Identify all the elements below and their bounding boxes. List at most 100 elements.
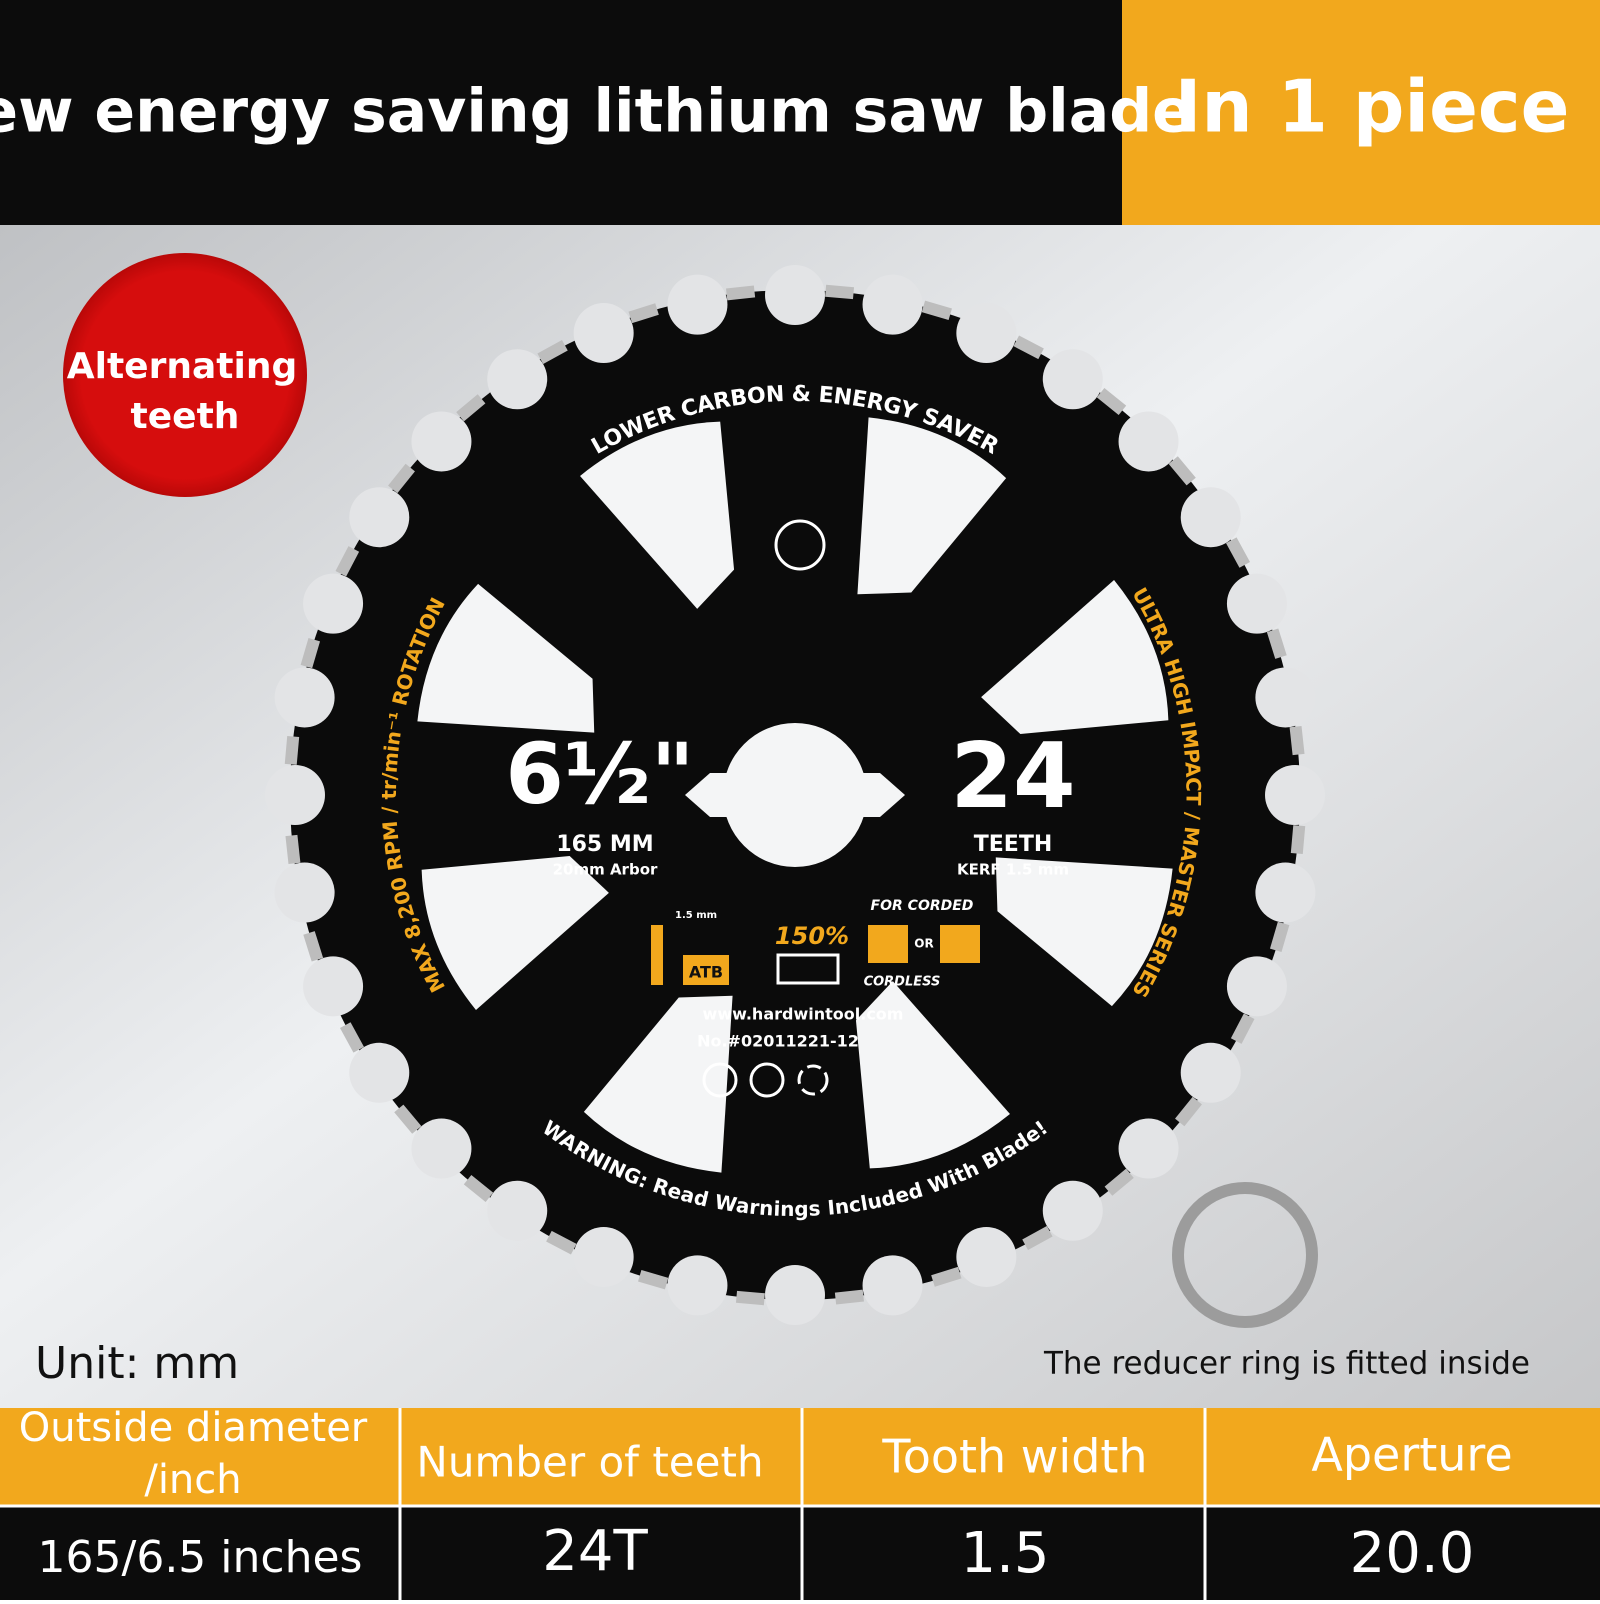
table-header-cell: /inch (144, 1457, 241, 1503)
tooth-tip (284, 735, 300, 765)
gullet (1255, 667, 1316, 728)
blade-teeth-label: TEETH (974, 832, 1052, 857)
tooth-tip (931, 1266, 962, 1287)
gullet (862, 274, 923, 335)
gullet (862, 1255, 923, 1316)
tooth-tip (1096, 388, 1127, 415)
tooth-tip (463, 1175, 494, 1202)
gullet (1180, 487, 1241, 548)
tooth-tip (537, 340, 568, 364)
tooth-tip (1104, 1168, 1134, 1196)
gullet (349, 487, 410, 548)
table-cell: 165/6.5 inches (38, 1532, 363, 1583)
gullet (667, 274, 728, 335)
tooth-tip (303, 931, 324, 962)
table-row (0, 1506, 1600, 1600)
gullet (303, 573, 364, 634)
table-header (0, 1408, 1600, 1506)
gullet (1226, 956, 1287, 1017)
blade-size: 6½" (505, 725, 694, 823)
tooth-tip (921, 300, 952, 321)
gullet (1265, 765, 1325, 825)
gullet (667, 1255, 728, 1316)
model-number: No.#02011221-12 (697, 1032, 859, 1051)
cutout (995, 857, 1173, 1007)
table-cell: 1.5 (960, 1521, 1049, 1586)
gullet (274, 667, 335, 728)
callout-text: teeth (131, 396, 240, 437)
tooth-tip (300, 638, 321, 669)
gullet (265, 765, 325, 825)
gullet (1118, 411, 1179, 472)
tooth-tip (1013, 335, 1044, 360)
tooth-tip (546, 1230, 577, 1255)
tooth-tip (456, 394, 486, 422)
table-header-cell: Tooth width (881, 1430, 1147, 1484)
icon-label: 1.5 mm (675, 910, 717, 921)
gullet (411, 411, 472, 472)
callout-text: Alternating (67, 346, 297, 387)
tooth-tip (1269, 921, 1290, 952)
icon (868, 925, 908, 963)
website: www.hardwintool.com (703, 1005, 904, 1024)
unit-label: Unit: mm (35, 1338, 239, 1389)
tooth-tip (1175, 1096, 1202, 1127)
tooth-tip (1290, 825, 1306, 855)
gullet (573, 1226, 634, 1287)
cutout (855, 981, 1010, 1169)
icon (651, 925, 663, 985)
header-title: New energy saving lithium saw blade (0, 77, 1193, 147)
cutout (981, 580, 1169, 735)
tooth-tip (388, 463, 415, 494)
cutout (857, 417, 1007, 595)
tooth-tip (735, 1290, 765, 1306)
gullet (1226, 573, 1287, 634)
header-badge-text: In 1 piece (1175, 65, 1570, 149)
blade-arbor: 20mm Arbor (553, 861, 658, 879)
icon (940, 925, 980, 963)
icon-label: CORDLESS (864, 975, 941, 990)
tooth-tip (1226, 537, 1250, 568)
icon (776, 953, 840, 985)
gullet (349, 1042, 410, 1103)
blade-size-mm: 165 MM (556, 832, 653, 857)
spec-table: Outside diameter /inch Number of teeth T… (0, 1405, 1600, 1600)
gullet (274, 862, 335, 923)
header-badge (1122, 0, 1600, 225)
icon-label: 150% (775, 922, 849, 950)
icon (797, 1064, 829, 1096)
cutout (417, 583, 595, 733)
note: The reducer ring is fitted inside (1043, 1346, 1530, 1382)
tooth-tip (628, 303, 659, 324)
table-cell: 20.0 (1350, 1521, 1475, 1586)
table-cell: 24T (542, 1519, 648, 1584)
gullet (1042, 349, 1103, 410)
cutout (421, 855, 609, 1010)
tooth-tip (1230, 1013, 1255, 1044)
gullet (956, 1226, 1017, 1287)
blade-kerf: KERF 1.5 mm (957, 861, 1069, 879)
tooth-tip (1168, 456, 1196, 486)
gullet (1118, 1118, 1179, 1179)
gullet (487, 1180, 548, 1241)
logo (774, 519, 826, 571)
table-header-cell: Number of teeth (416, 1438, 763, 1487)
icon-label: FOR CORDED (871, 898, 974, 914)
icon (702, 1062, 738, 1098)
arbor-hole (723, 723, 867, 867)
reducer-ring (1172, 1182, 1318, 1328)
header-bar (0, 0, 1122, 225)
tooth-tip (285, 834, 301, 864)
gullet (1255, 862, 1316, 923)
icon-label: OR (914, 937, 933, 951)
gullet (303, 956, 364, 1017)
tooth-tip (1266, 628, 1287, 659)
blade-teeth: 24 (950, 724, 1075, 829)
tooth-tip (1022, 1226, 1053, 1250)
saw-blade (265, 265, 1325, 1325)
gullet (765, 265, 825, 325)
tooth-tip (394, 1104, 422, 1134)
gullet (573, 303, 634, 364)
cutout (583, 995, 733, 1173)
